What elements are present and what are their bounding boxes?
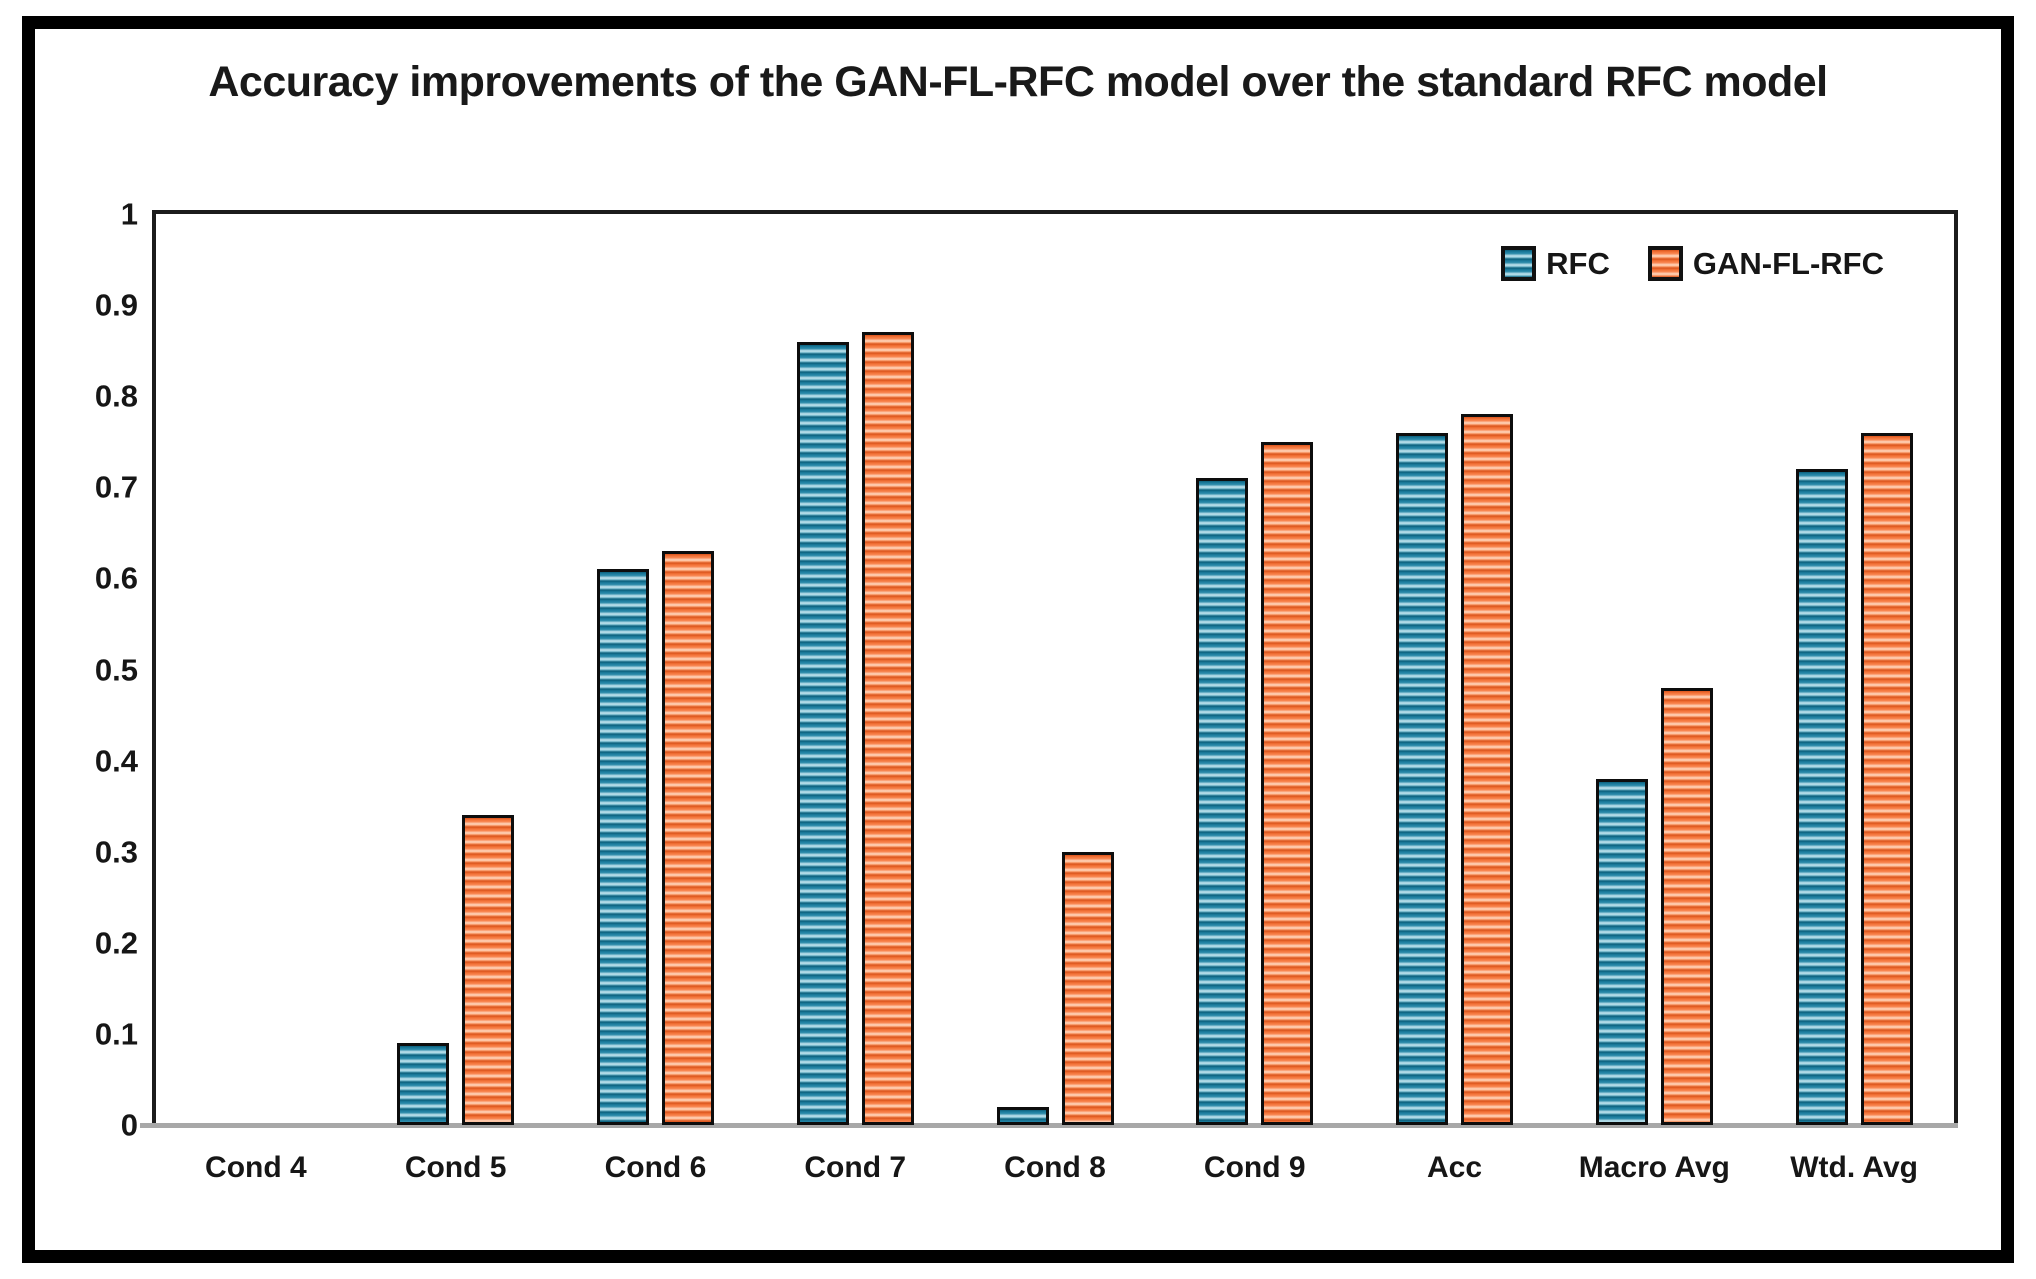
bar-gan-fl-rfc-acc (1461, 414, 1514, 1125)
x-axis-label-cond-6: Cond 6 (604, 1151, 707, 1184)
bar-rfc-cond-9 (1196, 478, 1249, 1125)
bar-rfc-wtd-avg (1795, 469, 1848, 1125)
y-tick-label-0.1: 0.1 (94, 1016, 138, 1052)
x-axis-label-cond-8: Cond 8 (1004, 1151, 1106, 1184)
bar-rfc-cond-6 (596, 569, 649, 1125)
y-tick-label-0.7: 0.7 (94, 469, 138, 505)
bar-rfc-cond-7 (796, 341, 849, 1125)
y-tick-label-0.2: 0.2 (94, 925, 138, 961)
bar-gan-fl-rfc-cond-9 (1261, 441, 1314, 1125)
x-axis-label-cond-9: Cond 9 (1203, 1151, 1306, 1184)
bar-rfc-cond-8 (996, 1106, 1049, 1125)
legend: RFC GAN-FL-RFC (1501, 246, 1884, 281)
y-tick-label-0.4: 0.4 (94, 743, 138, 779)
bar-gan-fl-rfc-cond-7 (861, 332, 914, 1125)
legend-swatch-rfc-icon (1501, 246, 1537, 281)
legend-swatch-gan-fl-rfc-icon (1647, 246, 1683, 281)
y-tick-label-0.9: 0.9 (94, 287, 138, 323)
y-tick-label-0.3: 0.3 (94, 834, 138, 870)
bar-gan-fl-rfc-wtd-avg (1860, 432, 1913, 1125)
y-tick-label-0.5: 0.5 (94, 652, 138, 687)
x-axis-label-wtd-avg: Wtd. Avg (1790, 1151, 1918, 1184)
legend-item-gan-fl-rfc: GAN-FL-RFC (1647, 246, 1884, 281)
x-axis-line (140, 1123, 1958, 1128)
bar-gan-fl-rfc-cond-5 (462, 815, 515, 1125)
bar-rfc-macro-avg (1595, 778, 1648, 1125)
y-tick-label-0.8: 0.8 (94, 378, 138, 414)
x-axis-label-macro-avg: Macro Avg (1578, 1151, 1730, 1184)
bar-rfc-acc (1396, 432, 1449, 1125)
y-tick-label-0: 0 (120, 1107, 138, 1143)
bar-rfc-cond-5 (397, 1043, 450, 1125)
y-tick-label-1: 1 (120, 196, 138, 232)
x-axis-label-cond-4: Cond 4 (205, 1151, 307, 1184)
bar-gan-fl-rfc-macro-avg (1660, 687, 1713, 1125)
legend-label-rfc: RFC (1546, 246, 1610, 281)
y-tick-label-0.6: 0.6 (94, 560, 138, 596)
bar-gan-fl-rfc-cond-8 (1061, 851, 1114, 1125)
bar-gan-fl-rfc-cond-6 (661, 551, 714, 1125)
plot-area: 0 0.1 0.2 0.3 0.4 0.5 0.6 0.7 0.8 0.9 1 Cond 4 Cond… (95, 199, 1958, 1183)
chart-title: Accuracy improvements of the GAN-FL-RFC … (208, 58, 1828, 106)
legend-item-rfc: RFC (1501, 246, 1610, 281)
x-axis-label-cond-7: Cond 7 (804, 1151, 907, 1184)
legend-label-gan-fl-rfc: GAN-FL-RFC (1692, 246, 1884, 281)
x-axis-label-acc: Acc (1427, 1151, 1483, 1184)
x-axis-label-cond-5: Cond 5 (404, 1151, 507, 1184)
